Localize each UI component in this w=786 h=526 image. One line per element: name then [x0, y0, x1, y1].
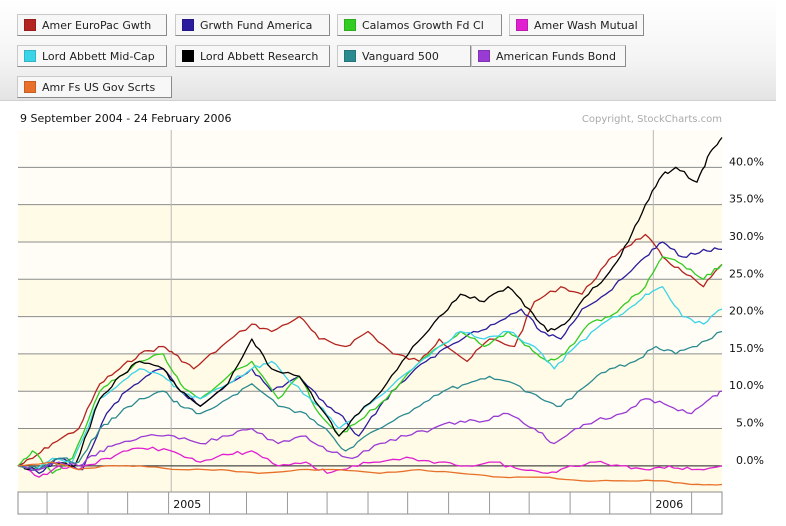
legend-button[interactable]: Amer EuroPac Gwth [17, 14, 167, 36]
legend-label: Calamos Growth Fd Cl [362, 18, 484, 32]
y-tick-label: 25.0% [729, 267, 764, 280]
legend-button[interactable]: Amr Fs US Gov Scrts [17, 76, 172, 98]
legend-label: Amer Wash Mutual [534, 18, 638, 32]
legend-swatch [24, 50, 36, 62]
legend-label: Amr Fs US Gov Scrts [42, 80, 156, 94]
background-band [18, 428, 722, 466]
series-line [17, 446, 723, 478]
legend-button[interactable]: American Funds Bond [471, 45, 626, 67]
background-band [18, 465, 722, 492]
series-line [17, 233, 723, 467]
legend-button[interactable]: Calamos Growth Fd Cl [337, 14, 502, 36]
legend-swatch [182, 19, 194, 31]
legend-panel: Amer EuroPac Gwth Grwth Fund America Calam… [0, 0, 776, 101]
copyright-label: Copyright, StockCharts.com [582, 114, 722, 125]
legend-label: Vanguard 500 [362, 49, 439, 63]
y-tick-label: 5.0% [736, 417, 764, 430]
legend-swatch [344, 50, 356, 62]
y-tick-label: 20.0% [729, 305, 764, 318]
legend-button[interactable]: Amer Wash Mutual [509, 14, 644, 36]
y-tick-label: 15.0% [729, 342, 764, 355]
y-tick-label: 0.0% [736, 454, 764, 467]
legend-button[interactable]: Grwth Fund America [175, 14, 330, 36]
y-tick-label: 40.0% [729, 155, 764, 168]
legend-swatch [182, 50, 194, 62]
legend-swatch [478, 50, 490, 62]
date-range-label: 9 September 2004 - 24 February 2006 [20, 112, 231, 125]
y-tick-label: 35.0% [729, 193, 764, 206]
legend-swatch [344, 19, 356, 31]
legend-label: Grwth Fund America [200, 18, 313, 32]
legend-swatch [516, 19, 528, 31]
legend-label: Lord Abbett Mid-Cap [42, 49, 155, 63]
legend-button[interactable]: Lord Abbett Mid-Cap [17, 45, 167, 67]
series-line [17, 241, 723, 474]
series-line [17, 390, 723, 471]
x-tick-label: 2006 [655, 498, 683, 511]
y-tick-label: 10.0% [729, 379, 764, 392]
legend-label: Amer EuroPac Gwth [42, 18, 152, 32]
background-band [18, 353, 722, 392]
performance-chart: 2005 2006 0.0% 5.0% 10.0% 15.0% 20.0% 25.0% 30.… [17, 112, 764, 515]
x-axis-band [17, 491, 723, 515]
series-line [17, 137, 723, 471]
series-line [17, 461, 723, 486]
legend-label: American Funds Bond [496, 49, 616, 63]
legend-button[interactable]: Vanguard 500 [337, 45, 471, 67]
legend-button[interactable]: Lord Abbett Research [175, 45, 330, 67]
legend-swatch [24, 19, 36, 31]
series-line [17, 330, 723, 471]
background-band [18, 279, 722, 317]
y-tick-label: 30.0% [729, 230, 764, 243]
x-tick-label: 2005 [173, 498, 201, 511]
legend-swatch [24, 81, 36, 93]
background-band [18, 204, 722, 242]
legend-label: Lord Abbett Research [200, 49, 319, 63]
